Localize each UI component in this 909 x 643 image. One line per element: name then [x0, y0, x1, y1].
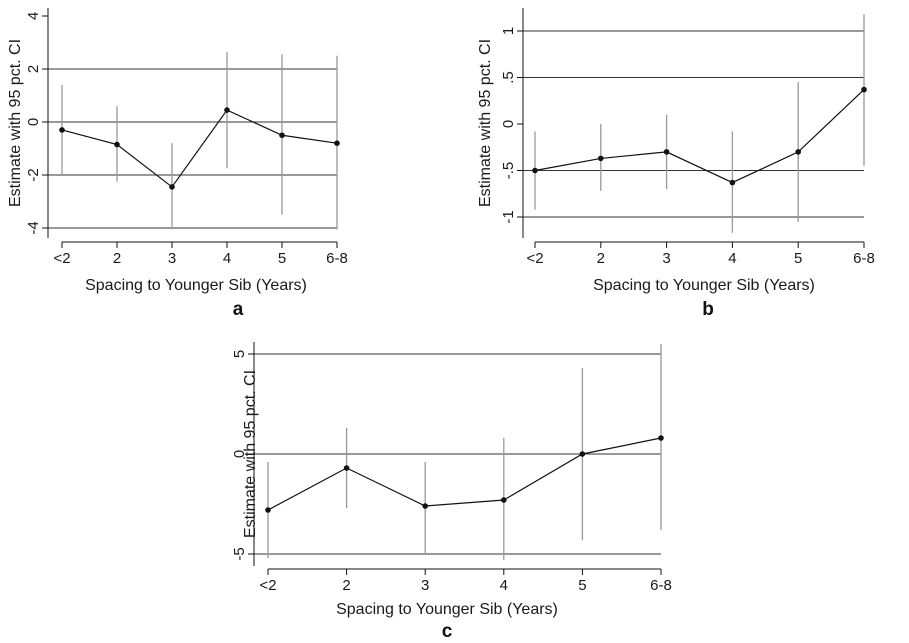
panel-a-x-axis-label: Spacing to Younger Sib (Years)	[85, 277, 307, 294]
panel-a-y-tick-label: -4	[25, 221, 42, 234]
panel-c-y-axis-label: Estimate with 95 pct. CI	[242, 370, 259, 538]
panel-c-estimate-point	[501, 497, 507, 503]
panel-c-y-tick-label: -5	[231, 547, 248, 560]
panel-a-x-tick-label: <2	[53, 250, 70, 267]
panel-b-y-tick-label: 0	[500, 120, 517, 128]
panel-a-y-tick-label: 4	[25, 12, 42, 20]
panel-c-estimate-point	[422, 503, 429, 509]
panel-b-x-axis-label: Spacing to Younger Sib (Years)	[593, 277, 815, 294]
panel-b-estimate-line	[534, 89, 865, 184]
panel-b-y-tick-label: -1	[500, 210, 517, 223]
panel-b-x-tick-label: 6-8	[853, 250, 875, 267]
panel-a-estimate-point	[59, 127, 65, 133]
panel-b-x-tick-label: 3	[662, 250, 670, 267]
panel-b-estimate-point	[861, 86, 867, 93]
panel-b-x-tick-label: 5	[794, 250, 802, 267]
panel-a-y-tick-label: -2	[25, 168, 42, 181]
panel-b-y-axis-label: Estimate with 95 pct. CI	[477, 39, 494, 207]
panel-a-estimate-point	[169, 184, 175, 190]
panel-c-y-tick-label: 0	[231, 450, 248, 458]
panel-a-x-tick-label: 5	[278, 250, 286, 267]
panel-a-x-tick-label: 3	[168, 250, 176, 267]
panel-b-estimate-point	[729, 179, 736, 186]
panel-b-x-tick-label: 4	[728, 250, 736, 267]
panel-c-x-tick-label: 3	[421, 577, 429, 594]
panel-a-estimate-point	[114, 141, 120, 148]
panel-b-y-tick-label: -.5	[500, 162, 517, 180]
panel-a-x-tick-label: 4	[223, 250, 231, 267]
panel-b-estimate-point	[795, 149, 801, 155]
panel-a-y-tick-label: 0	[25, 118, 42, 126]
panel-b-x-tick-label: 2	[597, 250, 605, 267]
panel-c-y-tick-label: 5	[231, 350, 248, 358]
panel-a-label: a	[233, 299, 244, 320]
panel-c-estimate-point	[579, 451, 586, 457]
panel-a-x-tick-label: 6-8	[326, 250, 348, 267]
panel-b-y-tick-label: .5	[500, 71, 517, 84]
panel-a-estimate-line	[61, 109, 338, 188]
panel-a-y-tick-label: 2	[25, 65, 42, 73]
panel-c-x-axis-label: Spacing to Younger Sib (Years)	[336, 601, 558, 618]
panel-c-x-tick-label: 4	[500, 577, 508, 594]
panel-b-label: b	[702, 299, 714, 320]
panel-a-y-axis-label: Estimate with 95 pct. CI	[7, 39, 24, 207]
panel-c-estimate-point	[265, 507, 271, 513]
panel-a-estimate-point	[224, 107, 230, 113]
panel-b-y-tick-label: 1	[500, 27, 517, 35]
panel-c-estimate-point	[658, 435, 664, 441]
panel-c-estimate-line	[267, 437, 662, 511]
panel-b-x-tick-label: <2	[526, 250, 543, 267]
panel-c-label: c	[442, 621, 453, 642]
panel-c-x-tick-label: 5	[578, 577, 586, 594]
panel-c-x-tick-label: <2	[259, 577, 276, 594]
panel-c-x-tick-label: 6-8	[650, 577, 672, 594]
panel-b-estimate-point	[663, 149, 670, 155]
panel-b-estimate-point	[598, 155, 604, 162]
panel-c-estimate-point	[343, 465, 350, 471]
panel-a-estimate-point	[279, 132, 285, 139]
panel-a-x-tick-label: 2	[113, 250, 121, 267]
panel-a-estimate-point	[334, 140, 340, 146]
panel-b-estimate-point	[532, 167, 538, 174]
panel-c-x-tick-label: 2	[342, 577, 350, 594]
